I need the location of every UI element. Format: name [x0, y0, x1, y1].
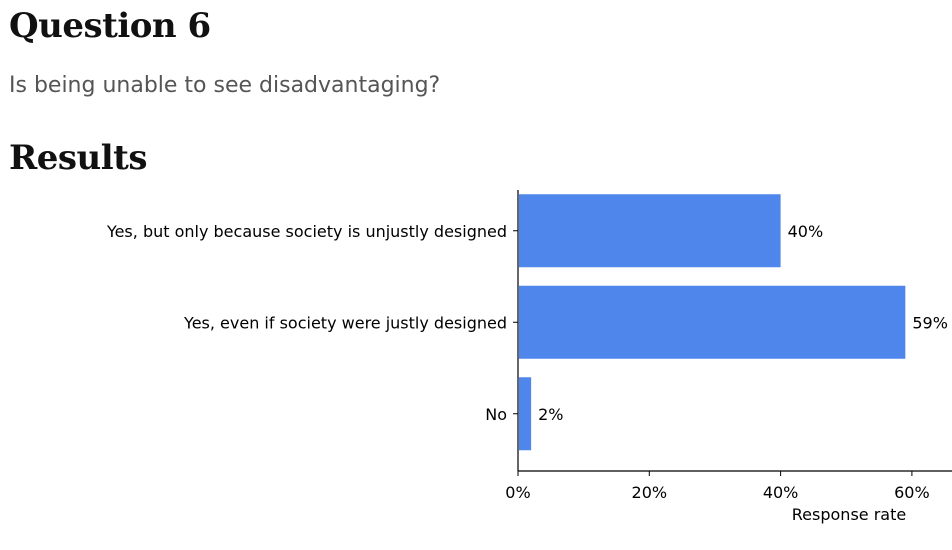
category-label: Yes, but only because society is unjustl…: [106, 222, 507, 241]
value-label: 2%: [538, 405, 563, 424]
x-tick-label: 60%: [894, 483, 930, 502]
bar: [519, 377, 532, 451]
x-axis-label: Response rate: [792, 505, 906, 524]
x-tick-label: 20%: [632, 483, 668, 502]
results-title: Results: [9, 138, 148, 178]
value-label: 40%: [788, 222, 824, 241]
category-label: No: [485, 405, 507, 424]
x-tick-label: 0%: [505, 483, 530, 502]
bar: [519, 194, 781, 268]
bar: [519, 285, 906, 359]
x-tick-label: 40%: [763, 483, 799, 502]
question-title: Question 6: [9, 6, 211, 46]
value-label: 59%: [912, 313, 948, 332]
question-text: Is being unable to see disadvantaging?: [9, 73, 441, 98]
category-label: Yes, even if society were justly designe…: [183, 313, 507, 332]
